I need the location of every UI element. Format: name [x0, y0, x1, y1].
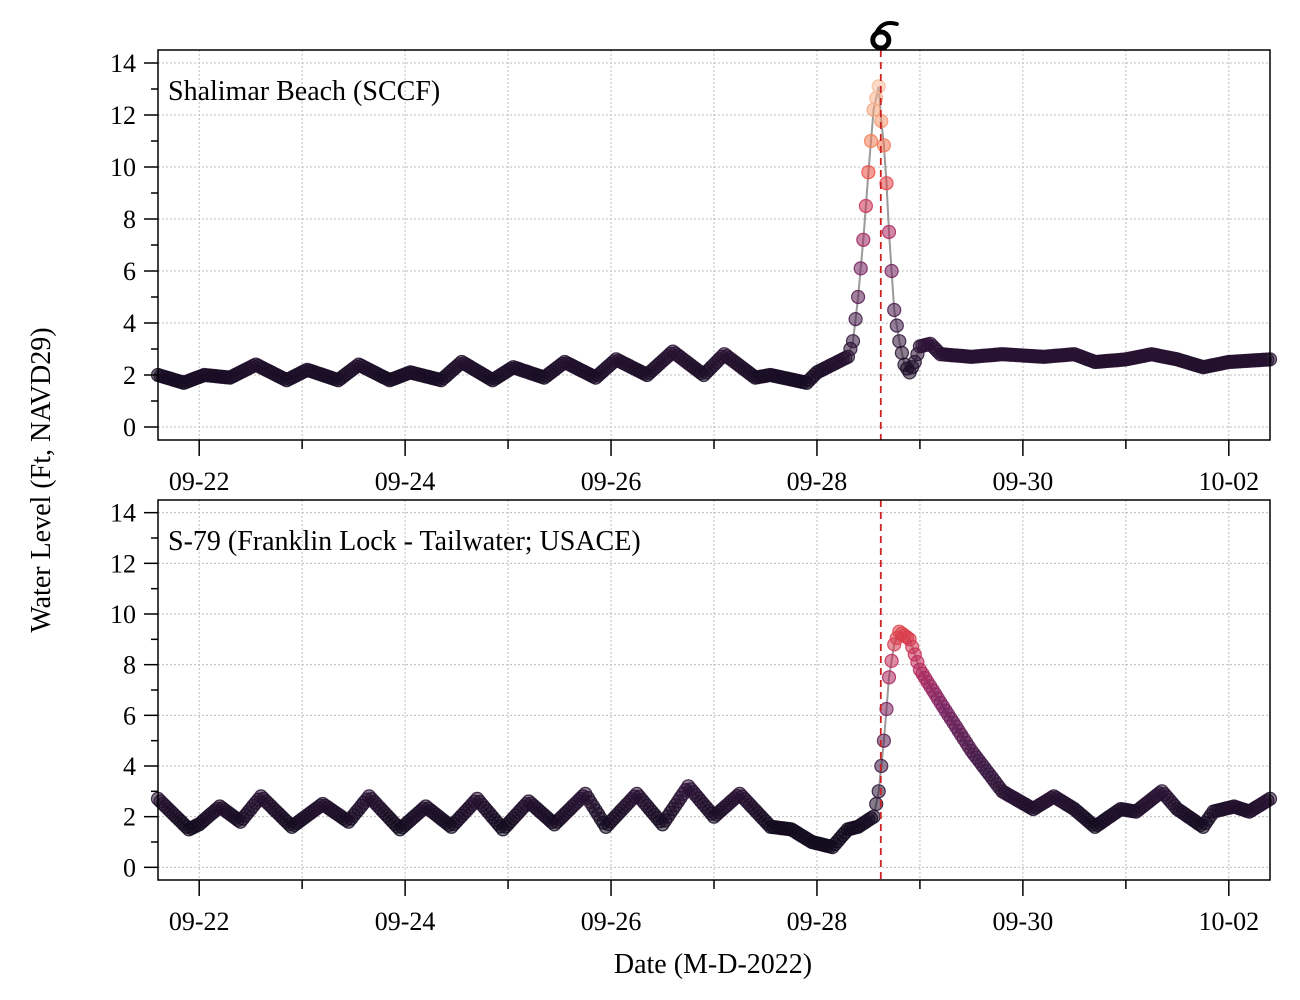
data-point: [876, 138, 892, 153]
y-tick-label: 2: [123, 361, 136, 390]
data-point: [853, 261, 868, 276]
data-point: [856, 232, 871, 247]
x-tick-label: 09-24: [375, 907, 436, 936]
x-tick-label: 09-28: [787, 907, 848, 936]
data-point: [884, 263, 899, 279]
data-point: [871, 784, 886, 799]
y-tick-label: 12: [110, 101, 136, 130]
data-point: [858, 198, 874, 214]
y-tick-label: 6: [123, 701, 136, 730]
data-point: [866, 809, 881, 824]
data-point: [863, 133, 879, 149]
x-axis-label: Date (M-D-2022): [614, 949, 812, 980]
data-point: [892, 334, 907, 349]
data-point: [881, 224, 897, 240]
x-tick-label: 09-28: [787, 467, 848, 496]
data-point: [866, 102, 881, 117]
y-tick-label: 10: [110, 600, 136, 629]
y-tick-label: 14: [110, 49, 136, 78]
panel-shalimar-beach: 0 2 4 6 8 10 12 14 09-22 09-24 09-26 09-28 09-30 10-0…: [110, 49, 1278, 496]
x-tick-label: 09-26: [581, 907, 642, 936]
data-points: [150, 79, 1278, 390]
y-tick-label: 8: [123, 205, 136, 234]
y-tick-label: 0: [123, 853, 136, 882]
x-tick-label: 09-30: [993, 907, 1054, 936]
y-tick-label: 14: [110, 499, 136, 528]
data-point: [879, 701, 894, 717]
y-tick-label: 10: [110, 153, 136, 182]
data-point: [848, 312, 863, 327]
y-tick-label: 4: [123, 752, 136, 781]
y-tick-label: 12: [110, 549, 136, 578]
y-tick-label: 6: [123, 257, 136, 286]
x-tick-label: 09-22: [169, 467, 230, 496]
y-tick-label: 2: [123, 803, 136, 832]
y-axis-label: Water Level (Ft, NAVD29): [26, 327, 57, 632]
x-tick-label: 09-22: [169, 907, 230, 936]
data-point: [876, 733, 892, 748]
x-tick-label: 10-02: [1198, 467, 1259, 496]
data-point: [879, 176, 894, 191]
data-point: [871, 79, 886, 94]
y-tick-label: 0: [123, 413, 136, 442]
data-point: [850, 289, 866, 305]
data-point: [887, 302, 902, 318]
x-tick-label: 09-26: [581, 467, 642, 496]
data-point: [884, 653, 899, 669]
y-tick-label: 8: [123, 651, 136, 680]
panel-s79: 0 2 4 6 8 10 12 14 09-22 09-24 09-26 09-28 09-30 10-0…: [110, 499, 1278, 936]
data-point: [894, 345, 910, 360]
x-tick-label: 10-02: [1198, 907, 1259, 936]
data-point: [881, 670, 897, 685]
x-tick-label: 09-24: [375, 467, 436, 496]
data-point: [845, 334, 861, 349]
panel-title: S-79 (Franklin Lock - Tailwater; USACE): [168, 526, 641, 557]
y-tick-label: 4: [123, 309, 136, 338]
data-point: [889, 318, 904, 333]
panel-title: Shalimar Beach (SCCF): [168, 76, 440, 107]
x-tick-label: 09-30: [993, 467, 1054, 496]
data-point: [861, 165, 876, 180]
data-points: [150, 624, 1278, 855]
